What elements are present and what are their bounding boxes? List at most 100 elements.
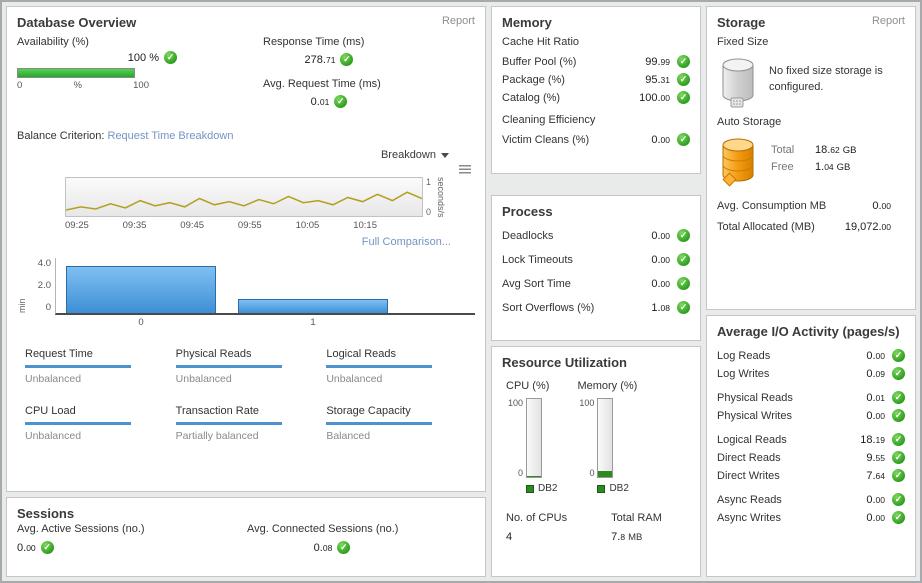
fixed-storage-message: No fixed size storage is configured. — [769, 65, 883, 93]
metric-row: Log Reads 0.00 — [717, 349, 905, 362]
chevron-down-icon — [441, 152, 449, 158]
panel-resource-utilization: Resource Utilization CPU (%) 100 0 — [491, 346, 701, 577]
balance-item-physical-reads[interactable]: Physical Reads Unbalanced — [175, 348, 317, 385]
request-time-breakdown-link[interactable]: Request Time Breakdown — [107, 130, 234, 142]
timeline-y-axis: 1 0 — [426, 177, 432, 217]
check-icon — [677, 229, 690, 242]
balance-indicator-line — [175, 364, 282, 368]
check-icon — [892, 469, 905, 482]
response-time-label: Response Time (ms) — [263, 36, 365, 48]
io-group-async: Async Reads 0.00 Async Writes 0.00 — [717, 493, 905, 524]
avg-request-time-label: Avg. Request Time (ms) — [263, 78, 381, 90]
bar-chart-x-axis: 0 1 — [138, 316, 316, 328]
panel-process: Process Deadlocks 0.00 Lock Timeouts 0.0… — [491, 195, 701, 341]
metric-row: Physical Writes 0.00 — [717, 409, 905, 422]
cpu-count: No. of CPUs 4 — [506, 512, 568, 543]
panel-title: Database Overview — [17, 15, 137, 30]
balance-indicator-line — [25, 421, 131, 425]
balance-item-cpu-load[interactable]: CPU Load Unbalanced — [25, 405, 166, 442]
metric-row: Physical Reads 0.01 — [717, 391, 905, 404]
panel-title: Storage — [717, 15, 766, 30]
panel-memory: Memory Cache Hit Ratio Buffer Pool (%) 9… — [491, 6, 701, 174]
full-comparison-link[interactable]: Full Comparison... — [361, 235, 451, 248]
memory-gauge-fill — [598, 470, 613, 477]
panel-title: Sessions — [17, 506, 75, 521]
overview-metrics: Availability (%) 100 % 0 % 100 Response … — [17, 36, 475, 120]
chart-options-icon[interactable] — [459, 165, 471, 175]
check-icon — [892, 511, 905, 524]
balance-indicator-line — [175, 421, 282, 425]
balance-item-storage-capacity[interactable]: Storage Capacity Balanced — [326, 405, 467, 442]
check-icon — [892, 409, 905, 422]
cache-hit-ratio-header: Cache Hit Ratio — [502, 36, 580, 48]
balance-indicator-line — [326, 364, 433, 368]
balance-item-transaction-rate[interactable]: Transaction Rate Partially balanced — [175, 405, 317, 442]
io-group-logical-direct: Logical Reads 18.19 Direct Reads 9.55 Di… — [717, 433, 905, 482]
check-icon — [892, 433, 905, 446]
request-time-bar-chart: min 4.0 2.0 0 — [17, 257, 475, 315]
breakdown-dropdown[interactable]: Breakdown — [381, 149, 449, 161]
check-icon — [164, 51, 177, 64]
storage-total: Total 18.62 GB — [771, 144, 857, 156]
metric-row: Lock Timeouts 0.00 — [502, 253, 690, 266]
timeline-plot-area[interactable] — [65, 177, 423, 217]
metric-row: Victim Cleans (%) 0.00 — [502, 133, 690, 146]
balance-item-logical-reads[interactable]: Logical Reads Unbalanced — [326, 348, 467, 385]
panel-sessions: Sessions Avg. Active Sessions (no.) 0.00… — [6, 497, 486, 577]
metric-row: Async Writes 0.00 — [717, 511, 905, 524]
metric-row: Package (%) 95.31 — [502, 73, 690, 86]
availability-value: 100 — [127, 51, 147, 64]
availability-scale: 0 % 100 — [17, 80, 149, 91]
balance-indicator-line — [326, 421, 433, 425]
cpu-gauge-axis: 100 0 — [507, 398, 523, 478]
report-link[interactable]: Report — [441, 15, 475, 27]
timeline-sparkline — [66, 191, 422, 211]
timeline-x-axis: 09:25 09:35 09:45 09:55 10:05 10:15 — [65, 219, 377, 231]
bar-partition-0[interactable] — [66, 266, 216, 313]
total-ram: Total RAM 7.8 MB — [611, 512, 662, 543]
panel-io-activity: Average I/O Activity (pages/s) Log Reads… — [706, 315, 916, 577]
bar-chart-y-axis: 4.0 2.0 0 — [37, 257, 51, 313]
panel-database-overview: Database Overview Report Availability (%… — [6, 6, 486, 492]
check-icon — [40, 541, 54, 554]
balance-criterion: Balance Criterion: Request Time Breakdow… — [17, 130, 234, 142]
right-column: Storage Report Fixed Size — [706, 6, 916, 577]
panel-title: Average I/O Activity (pages/s) — [717, 324, 900, 339]
cpu-gauge-bar — [526, 398, 542, 478]
bar-partition-1[interactable] — [238, 298, 388, 313]
check-icon — [677, 55, 690, 68]
bar-chart-plot-area[interactable] — [55, 257, 475, 315]
report-link[interactable]: Report — [871, 15, 905, 27]
metric-row: Avg Sort Time 0.00 — [502, 277, 690, 290]
metric-row: Buffer Pool (%) 99.99 — [502, 55, 690, 68]
panel-title: Resource Utilization — [502, 355, 627, 370]
fixed-storage-cylinder-icon — [722, 58, 754, 108]
legend-swatch-icon — [597, 484, 606, 493]
metric-row: Async Reads 0.00 — [717, 493, 905, 506]
legend-swatch-icon — [526, 484, 534, 493]
check-icon — [677, 133, 690, 146]
check-icon — [892, 451, 905, 464]
io-group-log: Log Reads 0.00 Log Writes 0.09 — [717, 349, 905, 380]
avg-connected-sessions-label: Avg. Connected Sessions (no.) — [247, 523, 399, 535]
check-icon — [677, 91, 690, 104]
check-icon — [677, 253, 690, 266]
availability-bar — [17, 68, 135, 78]
check-icon — [334, 95, 348, 108]
check-icon — [677, 277, 690, 290]
avg-active-sessions-label: Avg. Active Sessions (no.) — [17, 523, 145, 535]
balance-grid: Request Time Unbalanced Physical Reads U… — [17, 348, 475, 442]
metric-row: Logical Reads 18.19 — [717, 433, 905, 446]
balance-item-request-time[interactable]: Request Time Unbalanced — [25, 348, 166, 385]
metric-row: Sort Overflows (%) 1.08 — [502, 301, 690, 314]
panel-title: Memory — [502, 15, 552, 30]
check-icon — [337, 541, 351, 554]
availability-label: Availability (%) — [17, 36, 89, 48]
metric-row: Log Writes 0.09 — [717, 367, 905, 380]
memory-gauge: Memory (%) 100 0 DB2 — [577, 380, 638, 494]
panel-title: Process — [502, 204, 553, 219]
check-icon — [892, 391, 905, 404]
cpu-legend-label: DB2 — [538, 483, 558, 494]
storage-free: Free 1.04 GB — [771, 161, 851, 173]
